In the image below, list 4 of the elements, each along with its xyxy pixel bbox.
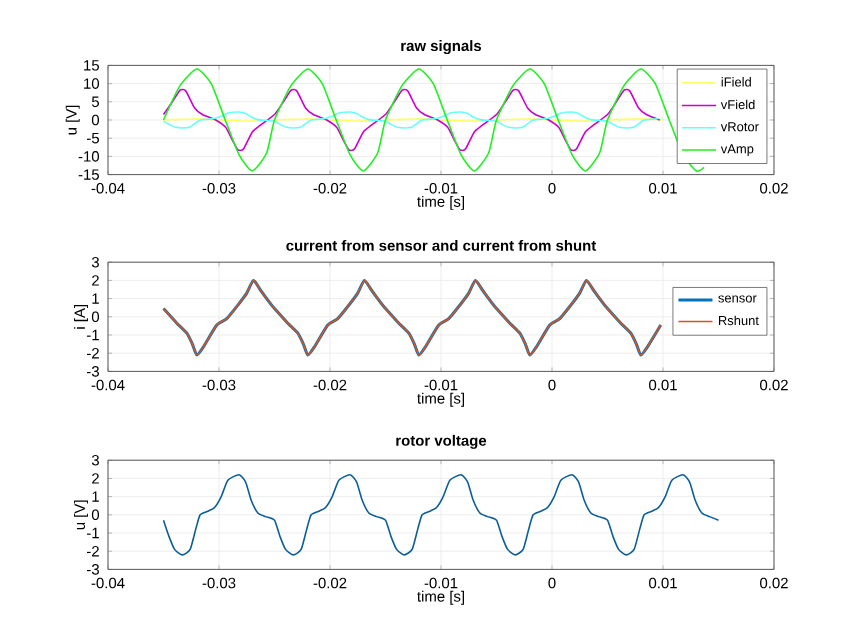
line-series (162, 68, 705, 172)
line-series (162, 473, 720, 556)
line-series (162, 111, 660, 129)
line-series (162, 88, 661, 152)
